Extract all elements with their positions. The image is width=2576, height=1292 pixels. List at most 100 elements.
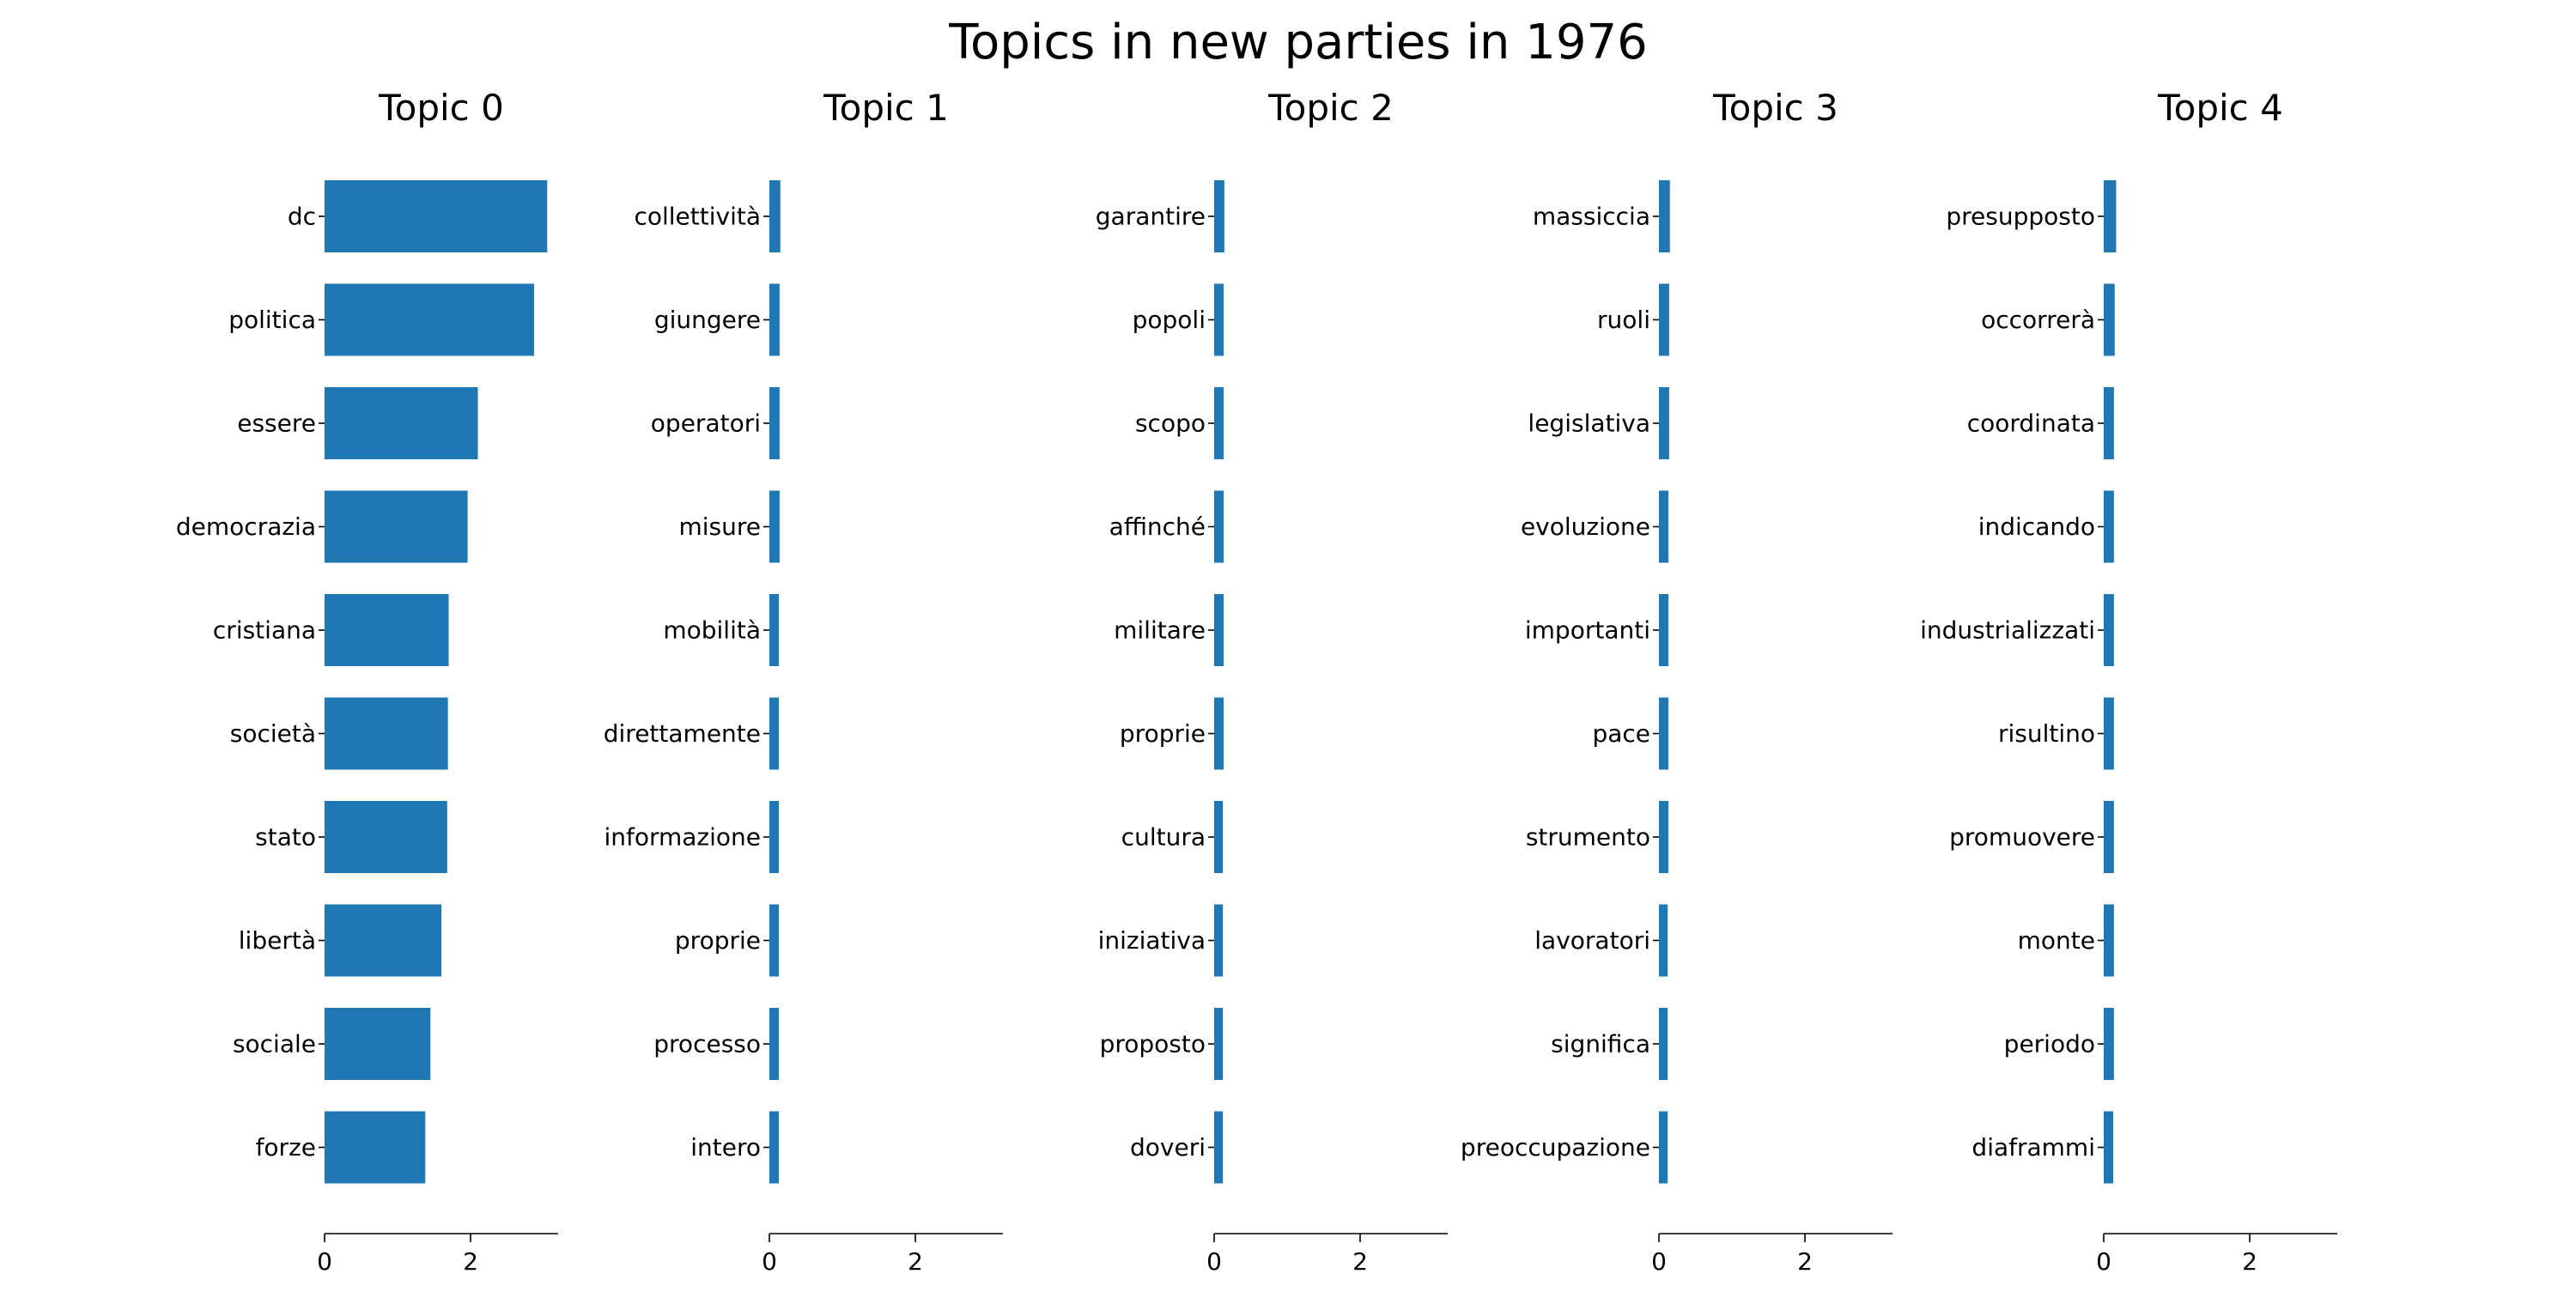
bar bbox=[2104, 1008, 2114, 1080]
x-tick-label: 2 bbox=[463, 1247, 478, 1276]
y-tick-label: iniziativa bbox=[1098, 926, 1206, 955]
y-tick-label: legislativa bbox=[1528, 409, 1650, 438]
bar bbox=[2104, 697, 2114, 770]
y-tick-label: processo bbox=[653, 1030, 761, 1058]
bar bbox=[1214, 180, 1224, 252]
subplot-topic-4: Topic 4 presupposto occorrerà coordinata ind… bbox=[1920, 87, 2337, 1276]
bar bbox=[769, 801, 780, 873]
y-tick-label: lavoratori bbox=[1534, 926, 1650, 955]
y-tick-label: politica bbox=[228, 306, 316, 334]
y-tick-label: misure bbox=[678, 513, 761, 541]
bar bbox=[2104, 490, 2114, 563]
y-tick-label: industrializzati bbox=[1920, 616, 2095, 645]
bar bbox=[2104, 180, 2117, 252]
bar bbox=[769, 1008, 780, 1080]
bar bbox=[1659, 283, 1669, 356]
bar bbox=[325, 594, 449, 666]
y-tick-label: società bbox=[230, 719, 316, 748]
subplot-topic-3: Topic 3 massiccia ruoli legislativa evoluzio… bbox=[1461, 87, 1893, 1276]
bar bbox=[1214, 1008, 1224, 1080]
y-tick-label: direttamente bbox=[604, 719, 761, 748]
bar bbox=[1659, 180, 1670, 252]
y-tick-label: occorrerà bbox=[1981, 306, 2095, 334]
y-tick-label: intero bbox=[690, 1133, 761, 1162]
y-tick-label: doveri bbox=[1130, 1133, 1206, 1162]
bar bbox=[325, 1111, 426, 1184]
bar bbox=[769, 490, 780, 563]
y-tick-label: massiccia bbox=[1533, 203, 1650, 231]
bar bbox=[1214, 1111, 1224, 1184]
bar bbox=[2104, 904, 2114, 977]
x-tick-label: 0 bbox=[762, 1247, 777, 1276]
y-tick-label: coordinata bbox=[1967, 409, 2095, 438]
figure-title: Topics in new parties in 1976 bbox=[948, 15, 1647, 70]
bar bbox=[769, 387, 780, 459]
bar bbox=[1659, 594, 1669, 666]
y-tick-label: mobilità bbox=[663, 616, 761, 645]
y-tick-label: proprie bbox=[1120, 719, 1206, 748]
y-tick-label: forze bbox=[256, 1133, 316, 1162]
y-tick-label: proprie bbox=[675, 926, 761, 955]
bar bbox=[325, 697, 448, 770]
bar bbox=[325, 904, 441, 977]
y-tick-label: essere bbox=[237, 409, 316, 438]
subplot-topic-1: Topic 1 collettività giungere operatori misu… bbox=[604, 87, 1003, 1276]
subplot-topic-2: Topic 2 garantire popoli scopo affinché milit… bbox=[1096, 87, 1448, 1276]
y-tick-label: sociale bbox=[233, 1030, 316, 1058]
y-tick-label: promuovere bbox=[1949, 823, 2095, 852]
bar bbox=[325, 490, 468, 563]
bar bbox=[769, 180, 781, 252]
y-tick-label: popoli bbox=[1133, 306, 1206, 334]
x-tick-label: 2 bbox=[1352, 1247, 1368, 1276]
y-tick-label: strumento bbox=[1526, 823, 1650, 852]
bar bbox=[1214, 801, 1224, 873]
y-tick-label: stato bbox=[255, 823, 316, 852]
y-tick-label: libertà bbox=[239, 926, 316, 955]
x-tick-label: 0 bbox=[317, 1247, 332, 1276]
y-tick-label: dc bbox=[288, 203, 316, 231]
y-tick-label: monte bbox=[2018, 926, 2095, 955]
bar bbox=[2104, 387, 2114, 459]
y-tick-label: preoccupazione bbox=[1461, 1133, 1650, 1162]
x-tick-label: 0 bbox=[1651, 1247, 1667, 1276]
y-tick-label: cultura bbox=[1121, 823, 1206, 852]
bar bbox=[1659, 904, 1668, 977]
bar bbox=[2104, 594, 2114, 666]
x-tick-label: 2 bbox=[1797, 1247, 1813, 1276]
bar bbox=[325, 1008, 431, 1080]
bar bbox=[1214, 387, 1224, 459]
bar bbox=[769, 697, 780, 770]
subplot-topic-0: Topic 0 dc politica essere democrazia cristia… bbox=[176, 87, 558, 1276]
bar bbox=[769, 1111, 780, 1184]
bar bbox=[1214, 904, 1224, 977]
subplot-title: Topic 1 bbox=[823, 87, 949, 129]
y-tick-label: significa bbox=[1551, 1030, 1650, 1058]
y-tick-label: pace bbox=[1592, 719, 1650, 748]
y-tick-label: diaframmi bbox=[1971, 1133, 2095, 1162]
bar bbox=[325, 283, 534, 356]
y-tick-label: militare bbox=[1114, 616, 1206, 645]
y-tick-label: operatori bbox=[651, 409, 761, 438]
bar bbox=[1214, 490, 1224, 563]
subplot-title: Topic 2 bbox=[1267, 87, 1394, 129]
x-tick-label: 2 bbox=[2242, 1247, 2257, 1276]
y-tick-label: importanti bbox=[1525, 616, 1650, 645]
y-tick-label: proposto bbox=[1100, 1030, 1206, 1058]
y-tick-label: affinché bbox=[1109, 513, 1206, 541]
y-tick-label: garantire bbox=[1096, 203, 1206, 231]
bar bbox=[1659, 801, 1669, 873]
bar bbox=[1214, 697, 1224, 770]
y-tick-label: periodo bbox=[2004, 1030, 2095, 1058]
subplot-title: Topic 0 bbox=[378, 87, 504, 129]
bar bbox=[1214, 594, 1224, 666]
subplot-title: Topic 4 bbox=[2157, 87, 2283, 129]
y-tick-label: collettività bbox=[634, 203, 761, 231]
y-tick-label: evoluzione bbox=[1521, 513, 1650, 541]
y-tick-label: ruoli bbox=[1597, 306, 1650, 334]
bar bbox=[769, 904, 780, 977]
bar bbox=[769, 594, 780, 666]
bar bbox=[1659, 387, 1669, 459]
bar bbox=[1659, 1111, 1668, 1184]
x-tick-label: 2 bbox=[908, 1247, 923, 1276]
